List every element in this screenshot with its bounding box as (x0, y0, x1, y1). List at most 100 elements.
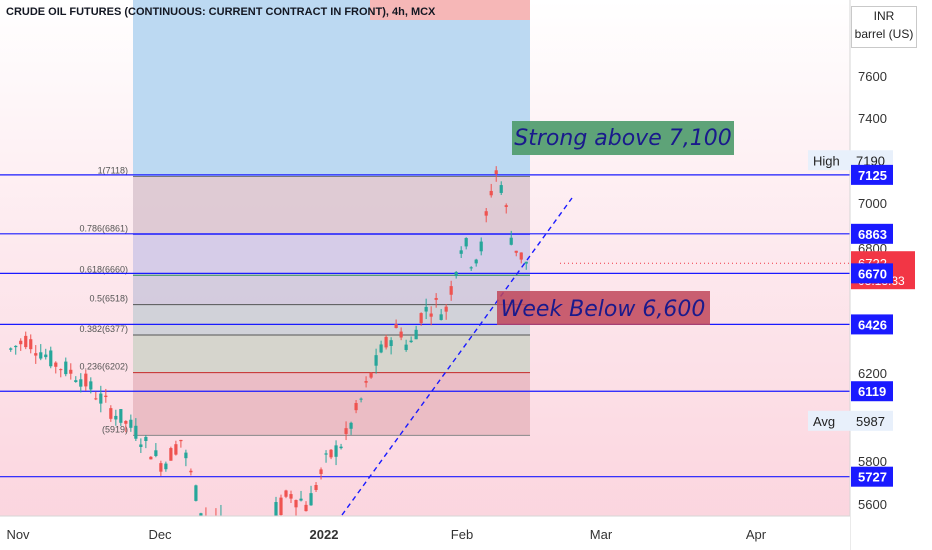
y-tick-label: 6200 (858, 366, 887, 381)
annotation-weak-text: Week Below 6,600 (501, 297, 706, 322)
candle-body (74, 380, 78, 382)
candle-body (14, 345, 18, 348)
price-tag-value: 6426 (858, 317, 887, 332)
candle-body (159, 463, 163, 472)
fib-label: 1(7118) (98, 165, 128, 175)
candle-body (399, 331, 403, 338)
candle-body (389, 340, 393, 346)
candle-body (369, 373, 373, 378)
candle-body (499, 185, 503, 193)
candle-body (459, 250, 463, 254)
candle-body (454, 271, 458, 277)
price-tag: 7125 (851, 164, 893, 185)
price-tag-bg (851, 223, 893, 244)
x-tick-label: Nov (6, 527, 30, 542)
candle-body (274, 502, 278, 522)
price-tag-value: 5987 (856, 414, 885, 429)
candle-body (179, 439, 183, 442)
candle-body (479, 241, 483, 252)
candle-body (119, 409, 123, 423)
price-tag-label: High (813, 153, 840, 168)
candle-body (489, 190, 493, 196)
candle-body (404, 344, 408, 351)
fib-zone (133, 334, 530, 373)
fib-label: 0.618(6660) (79, 264, 128, 274)
candle-body (449, 286, 453, 295)
price-tag-value: 6670 (858, 266, 887, 281)
candle-body (129, 419, 133, 428)
candle-body (494, 170, 498, 175)
candle-body (484, 211, 488, 216)
candle-body (334, 445, 338, 457)
y-tick-label: 7600 (858, 69, 887, 84)
candle-body (379, 344, 383, 353)
price-tag-bg (851, 466, 893, 487)
candle-body (524, 261, 528, 264)
candle-body (109, 408, 113, 419)
candle-body (349, 422, 353, 429)
fib-zone (133, 304, 530, 335)
candle-body (289, 494, 293, 499)
candle-body (94, 398, 98, 400)
candle-body (164, 463, 168, 470)
fib-zone-top (133, 0, 530, 177)
candle-body (189, 470, 193, 473)
fib-zone (133, 275, 530, 305)
y-tick-label: 5800 (858, 454, 887, 469)
candle-body (64, 361, 68, 375)
candle-body (169, 448, 173, 461)
candle-body (54, 362, 58, 367)
candle-body (434, 297, 438, 300)
candle-body (144, 436, 148, 441)
fib-label: 0.5(6518) (89, 294, 128, 304)
candle-body (329, 449, 333, 458)
candle-body (419, 313, 423, 324)
fib-label: (5919) (102, 424, 128, 434)
candle-body (69, 369, 73, 374)
candle-body (359, 398, 363, 400)
x-tick-label: Feb (451, 527, 473, 542)
candle-body (99, 393, 103, 404)
fib-zone (133, 372, 530, 436)
candle-body (149, 456, 153, 460)
price-tag: 6426 (851, 314, 893, 335)
candle-body (19, 340, 23, 345)
candle-body (9, 348, 13, 350)
candle-body (514, 250, 518, 253)
candle-body (29, 339, 33, 350)
price-tag: 6119 (851, 381, 893, 402)
candle-body (294, 500, 298, 508)
candle-body (199, 513, 203, 518)
price-tag-bg (851, 164, 893, 185)
candle-body (474, 259, 478, 264)
candle-body (84, 373, 88, 387)
candle-body (414, 329, 418, 340)
fib-label: 0.786(6861) (79, 223, 128, 233)
annotation-strong-bg (512, 121, 734, 155)
fib-zone (133, 176, 530, 235)
candle-body (339, 446, 343, 449)
price-tag-bg (851, 263, 893, 284)
x-tick-label: Dec (148, 527, 172, 542)
candle-body (304, 504, 308, 512)
annotation-strong: Strong above 7,100 (512, 121, 734, 155)
candle-body (364, 381, 368, 383)
candle-body (39, 352, 43, 359)
candle-body (409, 340, 413, 343)
candle-body (439, 314, 443, 320)
candle-body (24, 335, 28, 348)
candle-body (59, 369, 63, 371)
price-tag-value: 5727 (858, 470, 887, 485)
y-tick-label: 7400 (858, 111, 887, 126)
candle-body (279, 497, 283, 515)
candle-body (464, 238, 468, 247)
candle-body (444, 306, 448, 312)
candle-body (139, 444, 143, 447)
price-tag: 5727 (851, 466, 893, 487)
candle-body (429, 313, 433, 317)
price-tag-value: 7125 (858, 168, 887, 183)
candle-body (124, 420, 128, 424)
currency-unit-selector[interactable]: INR barrel (US) (851, 6, 917, 48)
